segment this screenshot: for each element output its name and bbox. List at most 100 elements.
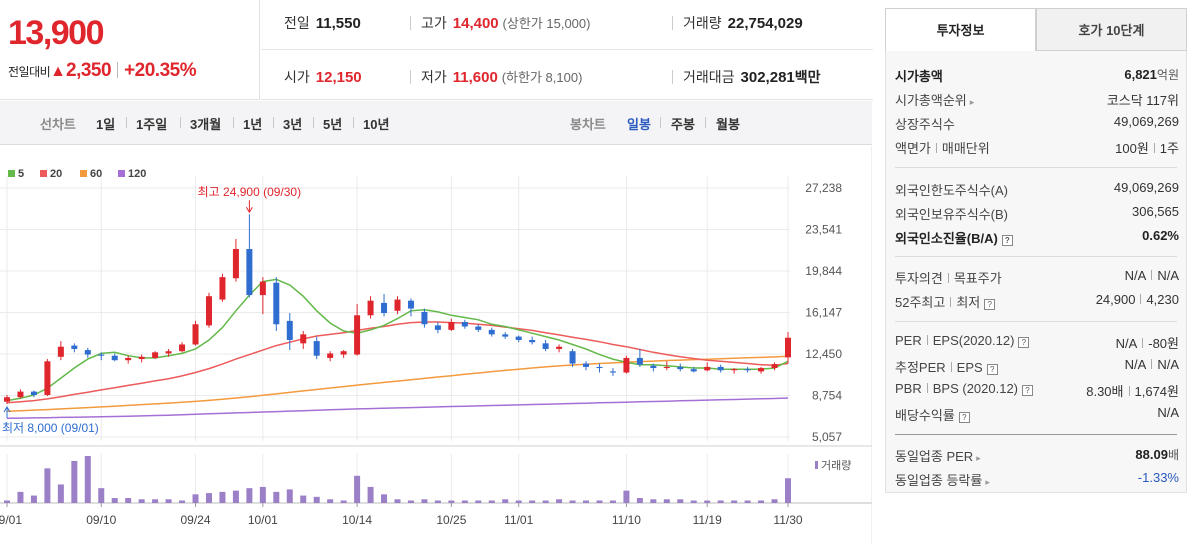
help-icon[interactable]: ? [986, 364, 998, 375]
y-tick-label: 5,057 [812, 430, 842, 444]
legend-label: 120 [128, 168, 146, 180]
x-tick-label: 09/01 [0, 513, 22, 527]
candle-body [327, 353, 334, 358]
volume-bar [44, 468, 51, 503]
candle-body [690, 369, 697, 372]
volume-bar [529, 500, 536, 503]
weekly-candle-tab[interactable]: 주봉 [671, 117, 695, 132]
up-triangle-icon: ▲ [50, 63, 67, 80]
period-5y-tab[interactable]: 5년 [323, 117, 343, 132]
ma5-line [6, 278, 789, 402]
divider [117, 62, 119, 78]
max-annotation: 최고 24,900 (09/30) [198, 185, 301, 199]
trade-amount: 거래대금 302,281백만 [683, 69, 821, 86]
volume-bar [434, 500, 441, 503]
volume-legend-swatch [815, 461, 818, 469]
prev-close: 전일 11,550 [284, 15, 361, 32]
candle-body [286, 320, 293, 340]
volume-bar [313, 496, 320, 503]
candle-body [475, 326, 482, 330]
candle-body [502, 334, 509, 337]
volume-bar [690, 500, 697, 503]
volume-bar [17, 491, 24, 503]
period-1d-tab[interactable]: 1일 [96, 117, 116, 132]
price-summary: 13,900 전일대비▲2,350 +20.35% [0, 0, 260, 100]
volume-bar [636, 498, 643, 503]
candle-body [30, 391, 37, 395]
tab-investment-info[interactable]: 투자정보 [885, 8, 1036, 51]
volume-bar [286, 489, 293, 503]
listed-shares-row: 상장주식수 49,069,269 [895, 114, 1179, 132]
divider [895, 256, 1177, 257]
volume-bar [98, 488, 105, 503]
price-chart[interactable]: 27,238 23,541 19,844 16,147 12,450 8,754 5,057… [0, 146, 872, 544]
period-10y-tab[interactable]: 10년 [363, 117, 390, 132]
candle-body [731, 369, 738, 371]
period-3m-tab[interactable]: 3개월 [190, 117, 222, 132]
volume-bar [475, 500, 482, 503]
volume-bar [71, 460, 78, 503]
divider [672, 70, 673, 84]
volume-bar [84, 456, 91, 503]
help-icon[interactable]: ? [1001, 235, 1013, 246]
help-icon[interactable]: ? [958, 412, 970, 423]
candle-body [179, 344, 186, 352]
candle-body [259, 281, 266, 296]
legend-swatch [80, 170, 87, 177]
volume-bar [138, 499, 145, 503]
candle-body [609, 371, 616, 373]
x-tick-label: 10/14 [342, 513, 372, 527]
chevron-right-icon: ▸ [985, 477, 990, 487]
x-tick-label: 11/30 [773, 513, 802, 527]
volume-bar [394, 499, 401, 503]
industry-per-row: 동일업종 PER ▸ 88.09배 [895, 447, 1179, 464]
candle-body [515, 336, 522, 340]
help-icon[interactable]: ? [1022, 385, 1034, 396]
chevron-right-icon: ▸ [969, 97, 975, 107]
candle-body [407, 300, 414, 309]
period-1y-tab[interactable]: 1년 [243, 117, 263, 132]
legend-swatch [118, 170, 125, 177]
ma120-line [6, 397, 789, 420]
help-icon[interactable]: ? [1018, 337, 1030, 348]
tab-orderbook-10[interactable]: 호가 10단계 [1036, 8, 1187, 51]
candle-body [232, 249, 239, 279]
daily-candle-tab[interactable]: 일봉 [627, 117, 651, 132]
volume-bar [354, 475, 361, 503]
opinion-row: 투자의견 목표주가 N/A N/A [895, 268, 1179, 286]
ma60-line [6, 355, 789, 413]
divider [180, 117, 181, 128]
divider [895, 167, 1177, 168]
volume-bar [219, 491, 226, 503]
monthly-candle-tab[interactable]: 월봉 [716, 117, 740, 132]
price-change: 전일대비▲2,350 +20.35% [8, 60, 197, 82]
candle-body [340, 351, 347, 355]
candle-body [17, 391, 24, 398]
market-cap-row: 시가총액 6,821억원 [895, 67, 1179, 84]
x-tick-label: 11/19 [693, 513, 722, 527]
min-annotation: 최저 8,000 (09/01) [2, 421, 99, 435]
chevron-right-icon: ▸ [976, 453, 981, 463]
candle-body [704, 366, 711, 371]
ma20-line [6, 321, 789, 404]
legend-label: 20 [50, 168, 62, 180]
candle-body [569, 351, 576, 364]
industry-change-row: 동일업종 등락률 ▸ -1.33% [895, 470, 1179, 488]
x-tick-label: 10/01 [248, 513, 278, 527]
help-icon[interactable]: ? [984, 299, 996, 310]
y-tick-label: 23,541 [805, 223, 842, 237]
volume-bar [327, 499, 334, 503]
chart-background [0, 146, 872, 544]
divider [705, 117, 706, 128]
candle-body [381, 302, 388, 314]
divider [672, 16, 673, 30]
market-cap-rank-row: 시가총액순위 ▸ 코스닥 117위 [895, 93, 1179, 108]
volume-bar [744, 500, 751, 503]
current-price: 13,900 [8, 14, 105, 52]
change-amount: 2,350 [66, 60, 112, 81]
candle-body [354, 315, 361, 355]
volume-bar [273, 491, 280, 503]
period-3y-tab[interactable]: 3년 [283, 117, 303, 132]
period-1w-tab[interactable]: 1주일 [136, 117, 168, 132]
